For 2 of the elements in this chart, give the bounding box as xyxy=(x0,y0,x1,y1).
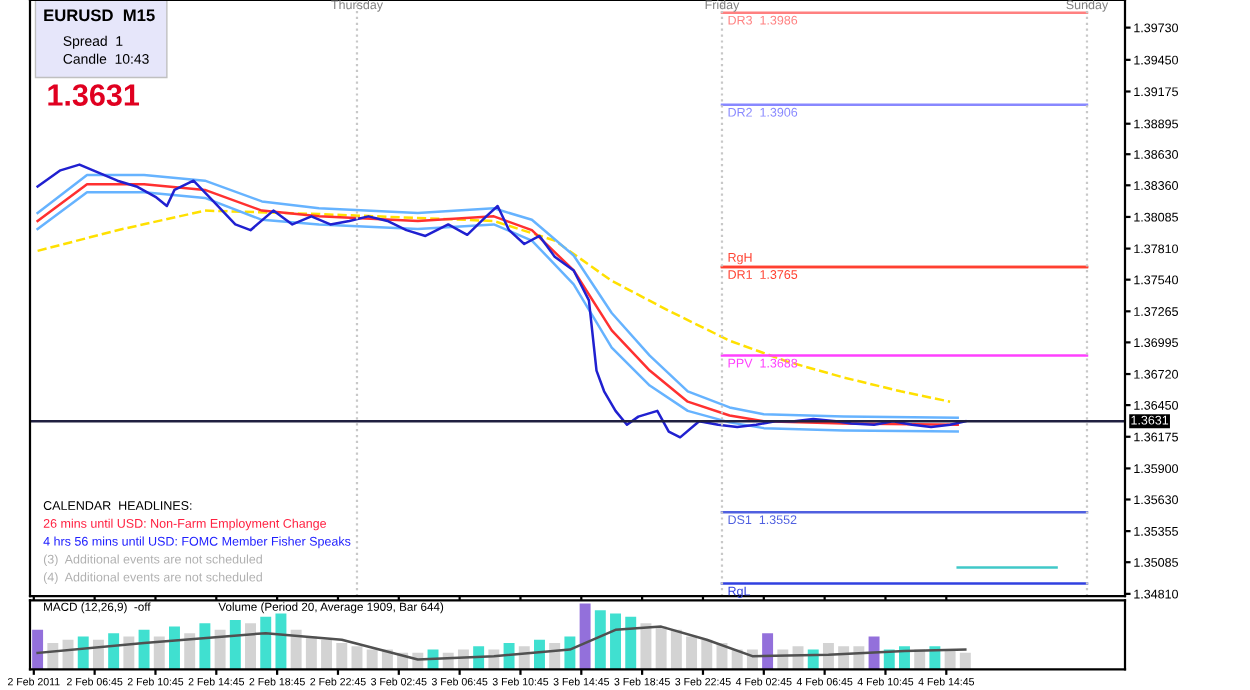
chart-title: EURUSD M15 xyxy=(44,9,155,22)
annotation: 1.3631 xyxy=(48,84,140,106)
